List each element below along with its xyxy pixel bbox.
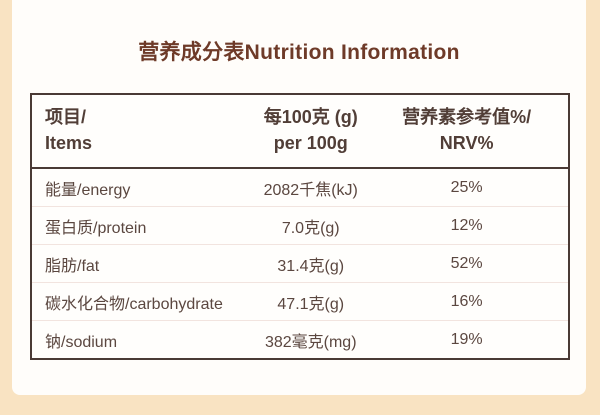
- header-nrv: 营养素参考值%/ NRV%: [375, 94, 569, 168]
- header-items-en: Items: [45, 133, 93, 153]
- table-header: 项目/ Items 每100克 (g) per 100g 营养素参考值%/ NR…: [31, 94, 569, 168]
- nutrition-table: 项目/ Items 每100克 (g) per 100g 营养素参考值%/ NR…: [30, 93, 570, 360]
- nutrition-title: 营养成分表Nutrition Information: [138, 41, 460, 64]
- header-row: 项目/ Items 每100克 (g) per 100g 营养素参考值%/ NR…: [31, 94, 569, 168]
- row-nrv-percent: 19%: [375, 320, 569, 359]
- row-item-label: 钠/sodium: [31, 320, 247, 359]
- header-items-zh: 项目/: [45, 106, 87, 127]
- row-item-label: 脂肪/fat: [31, 244, 247, 283]
- row-nrv-percent: 52%: [375, 244, 569, 283]
- row-amount: 2082千焦(kJ): [263, 181, 358, 199]
- header-per100g: 每100克 (g) per 100g: [246, 94, 375, 168]
- row-amount: 47.1克(g): [246, 282, 376, 321]
- row-nrv-percent: 16%: [375, 282, 569, 321]
- row-item-label: 能量/energy: [45, 181, 131, 199]
- row-item-label: 蛋白质/protein: [31, 206, 247, 245]
- header-per100g-en: per 100g: [273, 133, 348, 153]
- table-row: 碳水化合物/carbohydrate 47.1克(g) 16%: [31, 282, 569, 321]
- header-nrv-zh: 营养素参考值%/: [402, 106, 532, 127]
- row-nrv-percent: 12%: [375, 206, 569, 245]
- row-nrv-percent: 25%: [450, 178, 483, 196]
- row-amount: 382毫克(mg): [246, 320, 376, 359]
- row-item-label: 碳水化合物/carbohydrate: [31, 282, 247, 321]
- table-row: 蛋白质/protein 7.0克(g) 12%: [31, 206, 569, 245]
- table-row: 能量/energy 2082千焦(kJ) 25%: [31, 168, 569, 207]
- table-body: 能量/energy 2082千焦(kJ) 25% 蛋白质/protein 7.0…: [31, 168, 569, 359]
- table-row: 钠/sodium 382毫克(mg) 19%: [31, 320, 569, 359]
- header-per100g-zh: 每100克 (g): [263, 106, 358, 127]
- header-items: 项目/ Items: [31, 94, 246, 168]
- header-nrv-en: NRV%: [439, 133, 494, 153]
- row-amount: 7.0克(g): [246, 206, 376, 245]
- label-card: 营养成分表Nutrition Information 项目/ Items 每10…: [12, 0, 586, 395]
- row-amount: 31.4克(g): [246, 244, 376, 283]
- table-row: 脂肪/fat 31.4克(g) 52%: [31, 244, 569, 283]
